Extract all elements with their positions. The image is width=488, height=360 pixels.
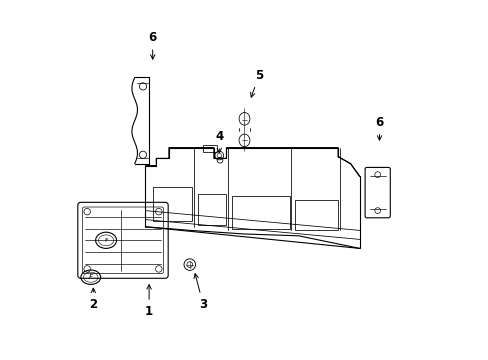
Text: 6: 6 xyxy=(375,116,383,140)
Text: F: F xyxy=(89,274,93,280)
Bar xyxy=(231,196,289,229)
Text: 4: 4 xyxy=(215,130,223,153)
Bar xyxy=(294,200,337,230)
Bar xyxy=(203,145,217,152)
Ellipse shape xyxy=(96,232,116,248)
Text: 1: 1 xyxy=(145,285,153,318)
Text: 2: 2 xyxy=(89,288,97,311)
Bar xyxy=(197,194,226,225)
Bar xyxy=(152,187,192,221)
Text: 5: 5 xyxy=(250,69,263,97)
Text: 6: 6 xyxy=(148,31,157,59)
Text: F: F xyxy=(104,238,108,243)
Text: 3: 3 xyxy=(194,274,207,311)
